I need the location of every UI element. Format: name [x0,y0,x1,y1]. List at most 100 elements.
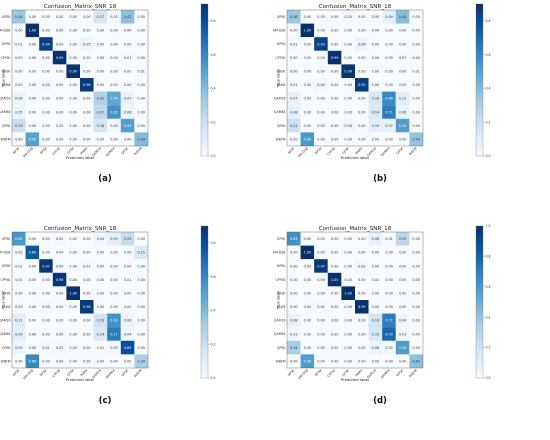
heatmap-cell [395,286,410,300]
heatmap-cell [66,232,80,246]
heatmap-cell [300,259,315,273]
cell-value: 0.00 [304,332,312,336]
heatmap-cell [327,286,342,300]
heatmap-cell [12,354,26,368]
cell-value: 0.00 [97,138,105,142]
heatmap-cell [395,259,410,273]
heatmap-cell [120,23,135,38]
colorbar-tick-label: 0.0 [211,154,216,158]
cell-value: 0.00 [110,70,118,74]
cell-value: 0.00 [399,264,407,268]
cell-value: 0.00 [83,278,91,282]
cell-value: 0.00 [358,278,366,282]
cell-value: 0.29 [399,237,407,241]
heatmap-cell [134,286,148,300]
cell-value: 0.00 [56,42,64,46]
heatmap-cell [341,327,355,341]
heatmap-cell [134,259,148,273]
heatmap-cell [368,354,383,368]
heatmap-cell [120,132,135,146]
x-tick-label: AM-DSB [22,146,34,158]
heatmap-cell [300,286,315,300]
heatmap-cell [12,132,26,146]
heatmap-cell [52,327,67,341]
heatmap-cell [134,64,148,78]
cell-value: 0.99 [69,70,77,74]
heatmap-cell [300,10,315,24]
cell-value: 0.00 [69,332,77,336]
cell-value: 0.00 [137,237,145,241]
colorbar-tick-label: 0.8 [486,255,491,259]
cell-value: 0.00 [412,29,420,33]
cell-value: 0.00 [110,56,118,60]
heatmap-cell [12,259,26,273]
heatmap-cell [314,232,328,246]
heatmap-cell [52,64,67,78]
y-tick-label: BPSK [277,42,286,46]
heatmap-cell [52,272,67,287]
heatmap-cell [314,272,328,287]
cell-value: 0.00 [344,360,352,364]
y-tick-label: AM-DSB [273,251,286,255]
cell-value: 0.00 [83,237,91,241]
heatmap-cell [39,132,53,146]
cell-value: 0.00 [15,305,23,309]
heatmap-cell [80,105,94,119]
heatmap-cell [25,37,40,51]
heatmap-cell [314,10,328,24]
heatmap-cell [314,340,328,355]
heatmap-cell [368,91,383,106]
heatmap-cell [52,245,67,260]
cell-value: 0.00 [412,15,420,19]
heatmap-cell [314,132,328,146]
x-tick-label: PAM4 [80,146,89,155]
heatmap-cell [382,259,396,273]
x-tick-label: AM-DSB [297,368,309,380]
cell-value: 0.00 [317,110,325,114]
cell-value: 0.00 [56,305,64,309]
cell-value: 0.00 [344,332,352,336]
heatmap-cell [25,50,40,65]
heatmap-cell [300,354,315,368]
cell-value: 0.99 [331,56,339,60]
heatmap-cell [368,78,383,92]
cell-value: 0.00 [331,42,339,46]
cell-value: 0.00 [412,56,420,60]
cell-value: 0.00 [304,278,312,282]
y-tick-label: PAM4 [277,305,286,309]
cell-value: 0.00 [358,97,366,101]
colorbar-tick-label: 0.4 [211,309,216,313]
cell-value: 0.00 [412,332,420,336]
heatmap-cell [368,232,383,246]
cell-value: 0.00 [56,292,64,296]
y-tick-label: QPSK [2,346,11,350]
colorbar-tick-label: 0.2 [486,120,491,124]
cell-value: 0.00 [42,251,50,255]
heatmap-cell [341,78,355,92]
heatmap-cell [120,340,135,355]
heatmap-cell [52,259,67,273]
heatmap-cell [287,64,301,78]
cell-value: 0.04 [344,124,352,128]
x-tick-label: WBFM [133,146,143,156]
heatmap-cell [80,354,94,368]
heatmap-cell [80,300,94,314]
heatmap-cell [368,132,383,146]
cell-value: 0.00 [69,56,77,60]
heatmap-cell [25,10,40,24]
heatmap-cell [341,91,355,106]
cell-value: 0.66 [385,97,393,101]
cell-value: 0.99 [344,70,352,74]
cell-value: 0.00 [317,360,325,364]
cell-value: 1.00 [69,292,77,296]
cell-value: 0.04 [124,332,132,336]
heatmap-cell [93,105,108,119]
heatmap-cell [107,313,121,328]
cell-value: 0.00 [331,319,339,323]
cell-value: 0.27 [97,110,105,114]
y-tick-label: BPSK [2,264,11,268]
cell-value: 0.03 [42,305,50,309]
heatmap-cell [52,118,67,133]
cell-value: 0.00 [412,305,420,309]
cell-value: 0.00 [97,83,105,87]
